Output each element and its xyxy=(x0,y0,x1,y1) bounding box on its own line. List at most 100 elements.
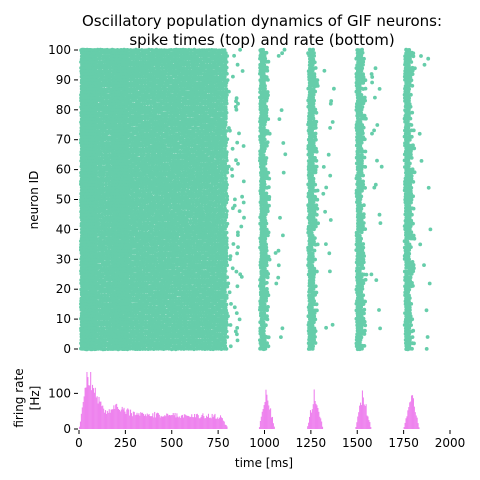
spike-point xyxy=(185,305,190,310)
spike-point xyxy=(225,335,230,339)
spike-point xyxy=(330,322,335,327)
spike-point xyxy=(180,338,185,342)
spike-point xyxy=(136,299,141,303)
spike-point xyxy=(316,221,320,226)
spike-point xyxy=(126,308,131,313)
spike-point xyxy=(424,308,429,313)
spike-point xyxy=(310,305,314,309)
spike-point xyxy=(208,347,213,351)
spike-point xyxy=(151,347,156,351)
spike-point xyxy=(132,335,137,339)
spike-point xyxy=(108,344,113,348)
spike-point xyxy=(182,296,186,301)
spike-point xyxy=(261,332,266,337)
spike-point xyxy=(236,230,240,235)
spike-point xyxy=(128,326,133,330)
spike-point xyxy=(323,209,327,214)
spike-point xyxy=(232,203,237,208)
chart-title-line-1: Oscillatory population dynamics of GIF n… xyxy=(82,12,442,30)
spike-point xyxy=(265,290,270,294)
spike-point xyxy=(359,335,364,340)
spike-point xyxy=(100,314,105,318)
spike-point xyxy=(162,305,167,310)
spike-point xyxy=(226,281,231,286)
spike-point xyxy=(159,299,164,304)
spike-point xyxy=(198,284,202,289)
spike-point xyxy=(103,332,107,337)
spike-point xyxy=(209,335,214,340)
spike-point xyxy=(315,188,320,193)
spike-point xyxy=(378,326,382,331)
spike-point xyxy=(324,242,328,247)
spike-point xyxy=(191,299,196,304)
spike-point xyxy=(152,284,157,289)
spike-point xyxy=(174,344,179,348)
spike-point xyxy=(165,296,170,300)
spike-point xyxy=(409,323,413,327)
spike-point xyxy=(188,290,192,295)
spike-point xyxy=(197,326,202,331)
spike-point xyxy=(409,302,414,306)
spike-point xyxy=(410,317,415,322)
spike-point xyxy=(187,323,192,328)
spike-point xyxy=(126,338,131,342)
spike-point xyxy=(183,341,188,345)
spike-point xyxy=(411,328,416,333)
spike-point xyxy=(276,263,281,268)
spike-point xyxy=(315,206,320,211)
spike-point xyxy=(240,194,245,199)
spike-point xyxy=(313,284,318,289)
spike-point xyxy=(142,314,147,318)
spike-point xyxy=(361,179,365,184)
spike-point xyxy=(310,323,315,328)
spike-point xyxy=(262,325,266,330)
spike-point xyxy=(190,293,195,298)
spike-point xyxy=(134,314,139,318)
spike-point xyxy=(94,299,99,304)
spike-point xyxy=(170,284,175,289)
spike-point xyxy=(144,323,149,328)
spike-point xyxy=(378,221,383,226)
spike-point xyxy=(185,296,189,301)
spike-point xyxy=(189,308,194,313)
spike-point xyxy=(216,302,221,307)
spike-point xyxy=(225,221,230,226)
spike-point xyxy=(209,319,214,324)
spike-point xyxy=(224,308,229,313)
spike-point xyxy=(203,337,207,342)
spike-point xyxy=(377,212,382,217)
spike-point xyxy=(229,302,233,306)
spike-point xyxy=(227,290,232,295)
spike-point xyxy=(179,302,184,307)
spike-point xyxy=(422,263,426,267)
spike-point xyxy=(97,308,102,313)
spike-point xyxy=(204,299,209,304)
spike-point xyxy=(152,305,157,309)
spike-point xyxy=(362,319,367,324)
spike-point xyxy=(281,233,285,238)
spike-point xyxy=(213,293,218,298)
spike-point xyxy=(161,314,166,318)
spike-point xyxy=(222,323,227,328)
spike-point xyxy=(178,287,183,291)
spike-point xyxy=(361,212,366,217)
spike-point xyxy=(425,335,430,339)
spike-point xyxy=(223,299,227,303)
spike-point xyxy=(218,326,223,331)
spike-point xyxy=(200,326,205,331)
spike-point xyxy=(199,320,204,325)
spike-point xyxy=(152,313,156,318)
spike-point xyxy=(228,254,233,259)
spike-point xyxy=(266,305,270,309)
spike-point xyxy=(264,298,268,303)
spike-point xyxy=(198,341,202,346)
spike-point xyxy=(412,236,417,241)
spike-point xyxy=(360,284,364,289)
spike-point xyxy=(138,347,142,351)
spike-point xyxy=(200,329,205,333)
spike-raster-plot xyxy=(79,47,433,352)
spike-point xyxy=(223,290,227,294)
spike-point xyxy=(362,332,367,336)
spike-point xyxy=(129,338,134,342)
spike-point xyxy=(161,344,165,349)
